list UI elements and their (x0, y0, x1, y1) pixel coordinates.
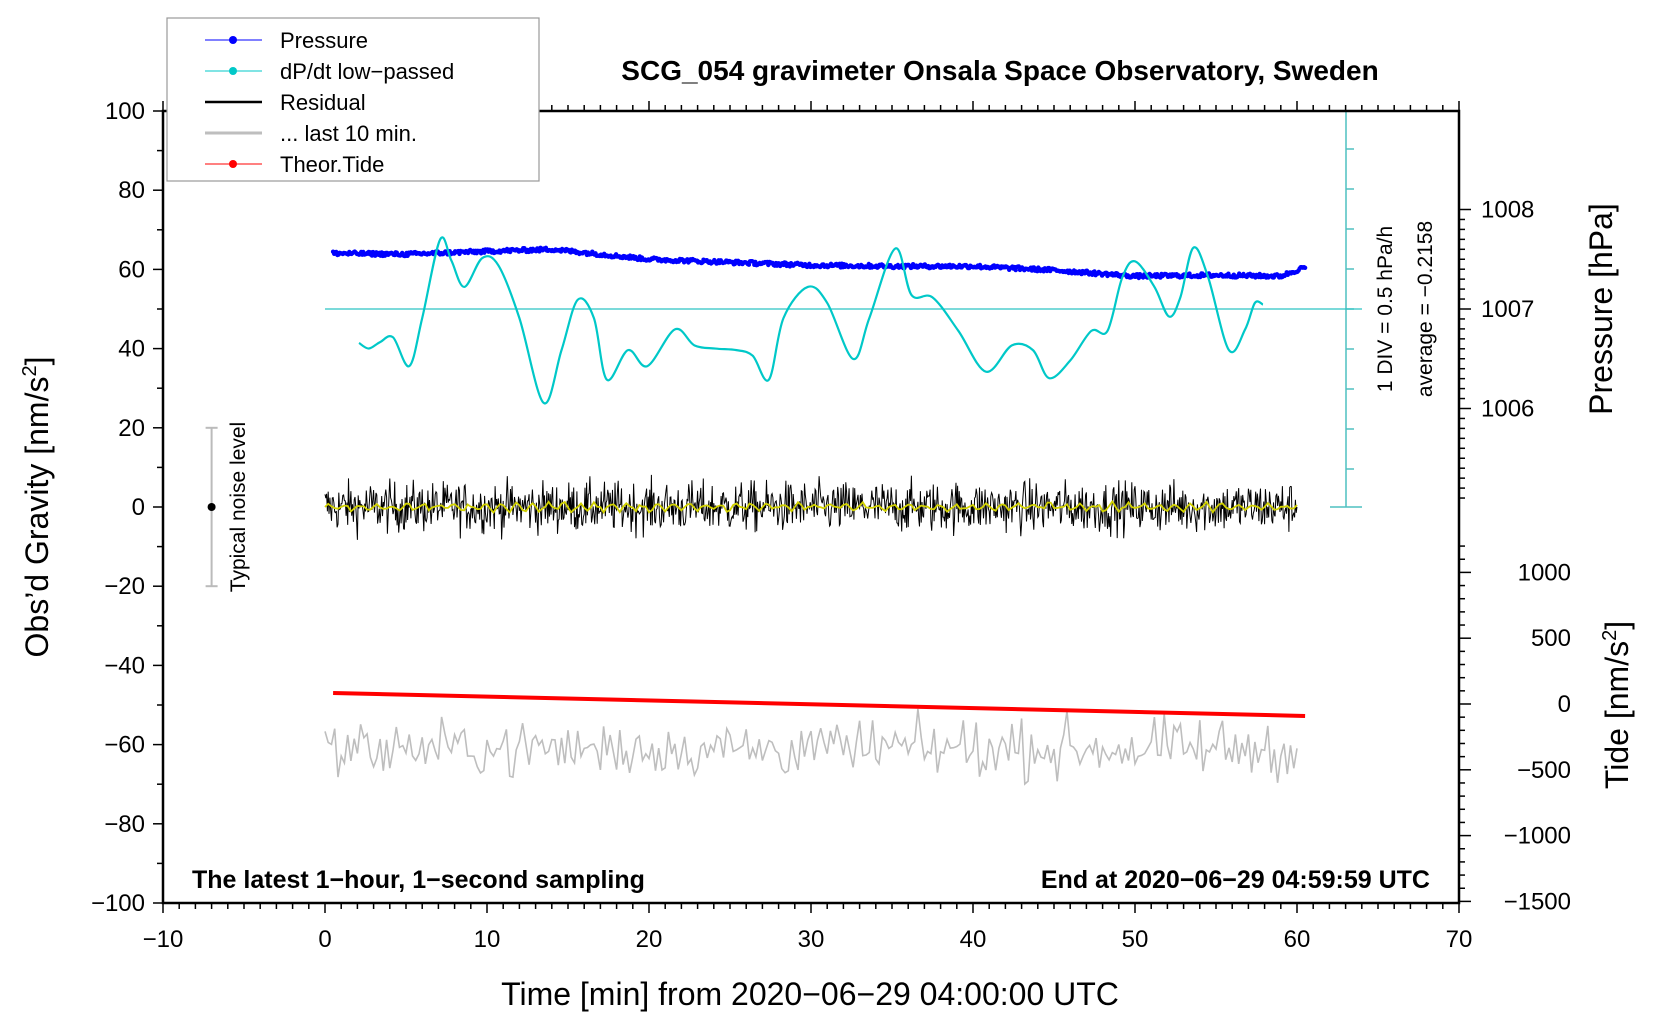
legend-label: dP/dt low−passed (280, 59, 454, 84)
y-tick-label: −40 (104, 652, 145, 679)
tide-tick-label: 1000 (1518, 559, 1571, 586)
legend-entry: Theor.Tide (205, 152, 384, 177)
legend-entry: dP/dt low−passed (205, 59, 454, 84)
tide-tick-label: −500 (1517, 757, 1571, 784)
y-tick-label: 100 (105, 98, 145, 125)
legend-swatch-marker (229, 67, 237, 75)
legend-entry: Residual (205, 90, 366, 115)
residual-smoothed-line (324, 499, 1298, 515)
legend-label: Pressure (280, 28, 368, 53)
y-axis-title: Obs’d Gravity [nm/s2] (19, 357, 55, 658)
end-time-note: End at 2020−06−29 04:59:59 UTC (1041, 866, 1430, 894)
tide-axis-title: Tide [nm/s2] (1599, 621, 1635, 789)
tide-tick-label: 0 (1558, 691, 1571, 718)
x-tick-label: 70 (1446, 926, 1473, 953)
legend-swatch-marker (229, 36, 237, 44)
x-axis-title: Time [min] from 2020−06−29 04:00:00 UTC (501, 976, 1119, 1012)
tide-tick-label: 500 (1531, 625, 1571, 652)
x-tick-label: −10 (143, 926, 184, 953)
last-10-min-line (324, 708, 1298, 786)
y-tick-label: −20 (104, 573, 145, 600)
x-tick-label: 10 (474, 926, 501, 953)
y-tick-label: 40 (118, 336, 145, 363)
legend: Pressure dP/dt low−passed Residual ... last… (166, 17, 540, 182)
y-tick-label: −60 (104, 732, 145, 759)
div-label: 1 DIV = 0.5 hPa/h (1374, 226, 1397, 392)
x-tick-label: 0 (318, 926, 331, 953)
pressure-tick-label: 1008 (1481, 197, 1534, 224)
noise-level-dot (207, 503, 216, 511)
pressure-tick-label: 1007 (1481, 296, 1534, 323)
pressure-point (746, 262, 752, 267)
legend-entry: ... last 10 min. (205, 121, 417, 146)
y-tick-label: 60 (118, 256, 145, 283)
tide-line (333, 690, 1306, 718)
chart-title: SCG_054 gravimeter Onsala Space Observat… (621, 55, 1378, 86)
chart-marks (205, 110, 1362, 786)
y-tick-label: 20 (118, 415, 145, 442)
x-tick-label: 40 (960, 926, 987, 953)
pressure-point (1302, 265, 1308, 270)
sampling-note: The latest 1−hour, 1−second sampling (192, 866, 645, 894)
y-tick-label: 80 (118, 177, 145, 204)
plot-frame (161, 109, 1461, 905)
legend-label: ... last 10 min. (280, 121, 417, 146)
tide-tick-label: −1500 (1504, 888, 1571, 915)
x-tick-label: 20 (636, 926, 663, 953)
legend-swatch-marker (229, 160, 237, 168)
pressure-tick-label: 1006 (1481, 396, 1534, 423)
legend-label: Residual (280, 90, 366, 115)
average-label: average = −0.2158 (1414, 221, 1437, 397)
legend-box (166, 17, 540, 182)
x-tick-label: 30 (798, 926, 825, 953)
pressure-axis-title: Pressure [hPa] (1583, 203, 1619, 415)
axis-ticks: −10 0 10 20 30 40 50 60 70100806040200−20−40−60−… (91, 98, 1571, 953)
y-tick-label: −100 (91, 890, 145, 917)
y-tick-label: −80 (104, 811, 145, 838)
y-tick-label: 0 (132, 494, 145, 521)
x-tick-label: 60 (1284, 926, 1311, 953)
x-tick-label: 50 (1122, 926, 1149, 953)
noise-level-label: Typical noise level (227, 422, 250, 592)
dpdt-line (358, 236, 1264, 405)
legend-entry: Pressure (205, 28, 368, 53)
tide-tick-label: −1000 (1504, 823, 1571, 850)
legend-label: Theor.Tide (280, 152, 384, 177)
